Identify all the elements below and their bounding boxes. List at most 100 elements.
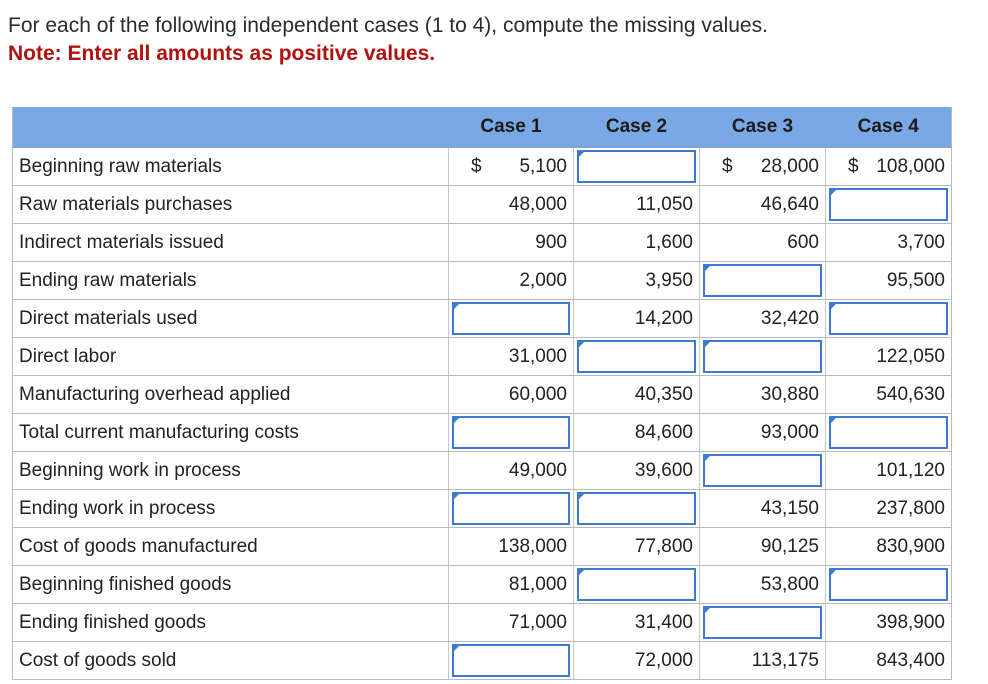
currency-symbol: $ [848, 155, 859, 177]
cell-value: 84,600 [634, 421, 693, 443]
answer-input-case-1[interactable] [448, 641, 574, 680]
cell-value: 31,000 [508, 345, 567, 367]
value-cell-case-1: 60,000 [448, 375, 574, 414]
cell-value: 28,000 [760, 155, 819, 177]
cell-value: 53,800 [760, 573, 819, 595]
row-label: Direct labor [12, 337, 449, 376]
value-cell-case-3: 32,420 [699, 299, 826, 338]
value-cell-case-1: 2,000 [448, 261, 574, 300]
value-cell-case-3: 90,125 [699, 527, 826, 566]
value-cell-case-1: $5,100 [448, 147, 574, 186]
cell-value: 39,600 [634, 459, 693, 481]
answer-input-case-1[interactable] [448, 299, 574, 338]
value-cell-case-4: 101,120 [825, 451, 952, 490]
answer-input-case-2[interactable] [573, 565, 700, 604]
header-case-3: Case 3 [699, 107, 826, 148]
answer-input-case-4[interactable] [825, 299, 952, 338]
cell-value: 2,000 [519, 269, 567, 291]
answer-input-case-3[interactable] [699, 603, 826, 642]
answer-input-field[interactable] [829, 416, 948, 449]
answer-input-case-1[interactable] [448, 413, 574, 452]
answer-input-case-1[interactable] [448, 489, 574, 528]
answer-input-case-3[interactable] [699, 261, 826, 300]
cell-value: 101,120 [876, 459, 945, 481]
cell-value: 90,125 [760, 535, 819, 557]
answer-input-field[interactable] [452, 644, 570, 677]
cell-value: 1,600 [645, 231, 693, 253]
answer-input-field[interactable] [577, 568, 696, 601]
row-label: Manufacturing overhead applied [12, 375, 449, 414]
value-cell-case-1: 138,000 [448, 527, 574, 566]
value-cell-case-2: 14,200 [573, 299, 700, 338]
answer-input-field[interactable] [703, 606, 822, 639]
currency-symbol: $ [722, 155, 733, 177]
value-cell-case-1: 31,000 [448, 337, 574, 376]
row-label: Cost of goods sold [12, 641, 449, 680]
answer-input-case-4[interactable] [825, 413, 952, 452]
cell-value: 5,100 [519, 155, 567, 177]
cell-value: 3,700 [897, 231, 945, 253]
value-cell-case-2: 1,600 [573, 223, 700, 262]
value-cell-case-3: $28,000 [699, 147, 826, 186]
cell-value: 46,640 [760, 193, 819, 215]
answer-input-case-2[interactable] [573, 147, 700, 186]
value-cell-case-4: 830,900 [825, 527, 952, 566]
value-cell-case-1: 900 [448, 223, 574, 262]
cell-value: 122,050 [876, 345, 945, 367]
answer-input-case-3[interactable] [699, 337, 826, 376]
value-cell-case-4: 95,500 [825, 261, 952, 300]
cell-value: 30,880 [760, 383, 819, 405]
answer-input-case-3[interactable] [699, 451, 826, 490]
cell-value: 11,050 [636, 193, 693, 215]
answer-input-case-2[interactable] [573, 489, 700, 528]
answer-input-field[interactable] [829, 568, 948, 601]
answer-input-field[interactable] [577, 340, 696, 373]
cell-value: 49,000 [508, 459, 567, 481]
cell-value: 830,900 [876, 535, 945, 557]
table-row: Cost of goods sold 72,000 113,175 843,400 [12, 641, 952, 680]
value-cell-case-2: 84,600 [573, 413, 700, 452]
answer-input-field[interactable] [577, 492, 696, 525]
header-case-4: Case 4 [825, 107, 952, 148]
answer-input-field[interactable] [703, 454, 822, 487]
answer-input-field[interactable] [452, 416, 570, 449]
answer-input-case-4[interactable] [825, 185, 952, 224]
table-row: Direct materials used 14,200 32,420 [12, 299, 952, 338]
cell-value: 60,000 [508, 383, 567, 405]
header-case-1: Case 1 [448, 107, 574, 148]
answer-input-field[interactable] [829, 188, 948, 221]
table-row: Total current manufacturing costs 84,600 9… [12, 413, 952, 452]
value-cell-case-2: 77,800 [573, 527, 700, 566]
table-row: Raw materials purchases 48,000 11,050 46,64… [12, 185, 952, 224]
value-cell-case-3: 93,000 [699, 413, 826, 452]
value-cell-case-2: 72,000 [573, 641, 700, 680]
instructions-text: For each of the following independent ca… [8, 14, 768, 37]
value-cell-case-3: 43,150 [699, 489, 826, 528]
table-row: Direct labor 31,000 122,050 [12, 337, 952, 376]
value-cell-case-4: 398,900 [825, 603, 952, 642]
answer-input-field[interactable] [452, 302, 570, 335]
table-row: Beginning raw materials $5,100 $28,000 $108… [12, 147, 952, 186]
answer-input-field[interactable] [703, 264, 822, 297]
table-row: Ending finished goods 71,000 31,400 398,900 [12, 603, 952, 642]
value-cell-case-3: 30,880 [699, 375, 826, 414]
value-cell-case-3: 53,800 [699, 565, 826, 604]
header-case-2: Case 2 [573, 107, 700, 148]
answer-input-case-2[interactable] [573, 337, 700, 376]
cell-value: 138,000 [498, 535, 567, 557]
value-cell-case-2: 3,950 [573, 261, 700, 300]
answer-input-field[interactable] [452, 492, 570, 525]
answer-input-field[interactable] [577, 150, 696, 183]
cell-value: 900 [535, 231, 567, 253]
row-label: Direct materials used [12, 299, 449, 338]
row-label: Cost of goods manufactured [12, 527, 449, 566]
answer-input-field[interactable] [829, 302, 948, 335]
table-row: Indirect materials issued 900 1,600 600 3,70… [12, 223, 952, 262]
cell-value: 40,350 [634, 383, 693, 405]
answer-input-field[interactable] [703, 340, 822, 373]
currency-symbol: $ [471, 155, 482, 177]
cell-value: 43,150 [760, 497, 819, 519]
value-cell-case-2: 39,600 [573, 451, 700, 490]
answer-input-case-4[interactable] [825, 565, 952, 604]
cases-table: Case 1 Case 2 Case 3 Case 4 Beginning ra… [12, 107, 952, 680]
